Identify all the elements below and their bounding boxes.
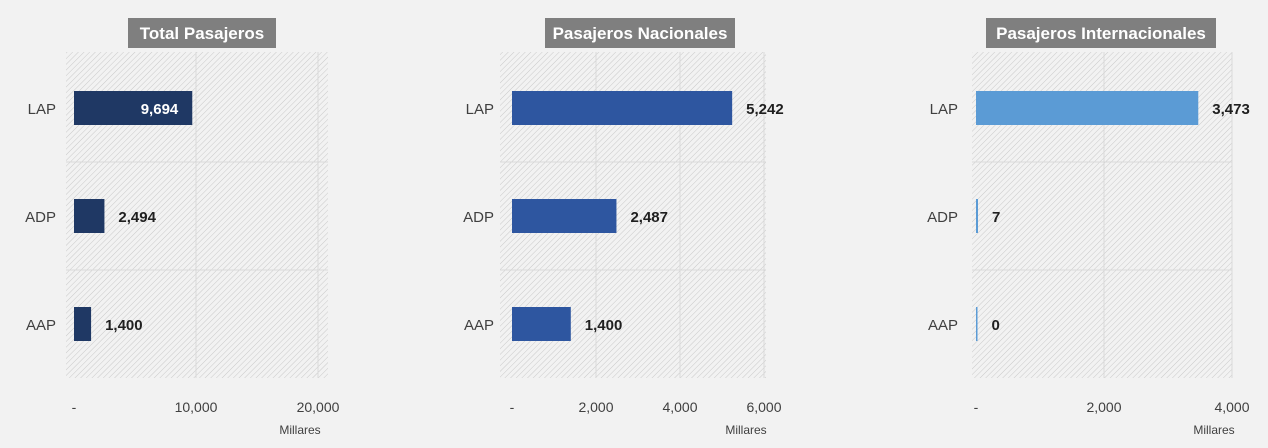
x-axis-label: Millares: [279, 423, 320, 437]
data-label-aap: 0: [992, 317, 1000, 334]
data-label-adp: 2,487: [630, 209, 668, 226]
chart-title: Pasajeros Internacionales: [996, 24, 1206, 43]
category-label-lap: LAP: [28, 101, 56, 118]
data-label-aap: 1,400: [105, 317, 143, 334]
x-tick-label: 20,000: [297, 399, 340, 415]
chart-panel-2: Pasajeros Nacionales LAP 5,242 ADP 2,487 AAP 1…: [463, 18, 784, 437]
bar-aap: [74, 307, 92, 341]
chart-title: Pasajeros Nacionales: [553, 24, 728, 43]
bar-lap: [512, 91, 733, 125]
chart-panel-1: Total Pasajeros LAP 9,694 ADP 2,494 AAP 1,400 -…: [25, 18, 340, 437]
bar-aap: [976, 307, 978, 341]
category-label-lap: LAP: [930, 101, 958, 118]
bar-adp: [976, 199, 978, 233]
data-label-adp: 2,494: [118, 209, 156, 226]
chart-title-box: [986, 18, 1216, 48]
x-tick-label: 6,000: [746, 399, 781, 415]
category-label-lap: LAP: [466, 101, 494, 118]
x-tick-label: -: [974, 399, 979, 415]
bar-aap: [512, 307, 571, 341]
data-label-lap: 3,473: [1212, 101, 1250, 118]
x-tick-label: 4,000: [662, 399, 697, 415]
x-axis-label: Millares: [725, 423, 766, 437]
x-tick-label: 2,000: [578, 399, 613, 415]
chart-title: Total Pasajeros: [140, 24, 264, 43]
bar-lap: [976, 91, 1199, 125]
bar-adp: [74, 199, 105, 233]
x-tick-label: 10,000: [175, 399, 218, 415]
x-tick-label: -: [72, 399, 77, 415]
chart-title-box: [545, 18, 735, 48]
chart-panel-3: Pasajeros Internacionales LAP 3,473 ADP 7 AAP…: [927, 18, 1250, 437]
category-label-adp: ADP: [463, 209, 494, 226]
category-label-aap: AAP: [464, 317, 494, 334]
bar-adp: [512, 199, 617, 233]
x-tick-label: -: [510, 399, 515, 415]
x-axis-label: Millares: [1193, 423, 1234, 437]
category-label-aap: AAP: [928, 317, 958, 334]
x-tick-label: 2,000: [1086, 399, 1121, 415]
chart-title-box: [128, 18, 276, 48]
category-label-adp: ADP: [927, 209, 958, 226]
data-label-aap: 1,400: [585, 317, 623, 334]
data-label-lap: 5,242: [746, 101, 784, 118]
bar-lap: [74, 91, 193, 125]
category-label-aap: AAP: [26, 317, 56, 334]
data-label-adp: 7: [992, 209, 1000, 226]
data-label-lap: 9,694: [141, 101, 179, 118]
x-tick-label: 4,000: [1214, 399, 1249, 415]
category-label-adp: ADP: [25, 209, 56, 226]
